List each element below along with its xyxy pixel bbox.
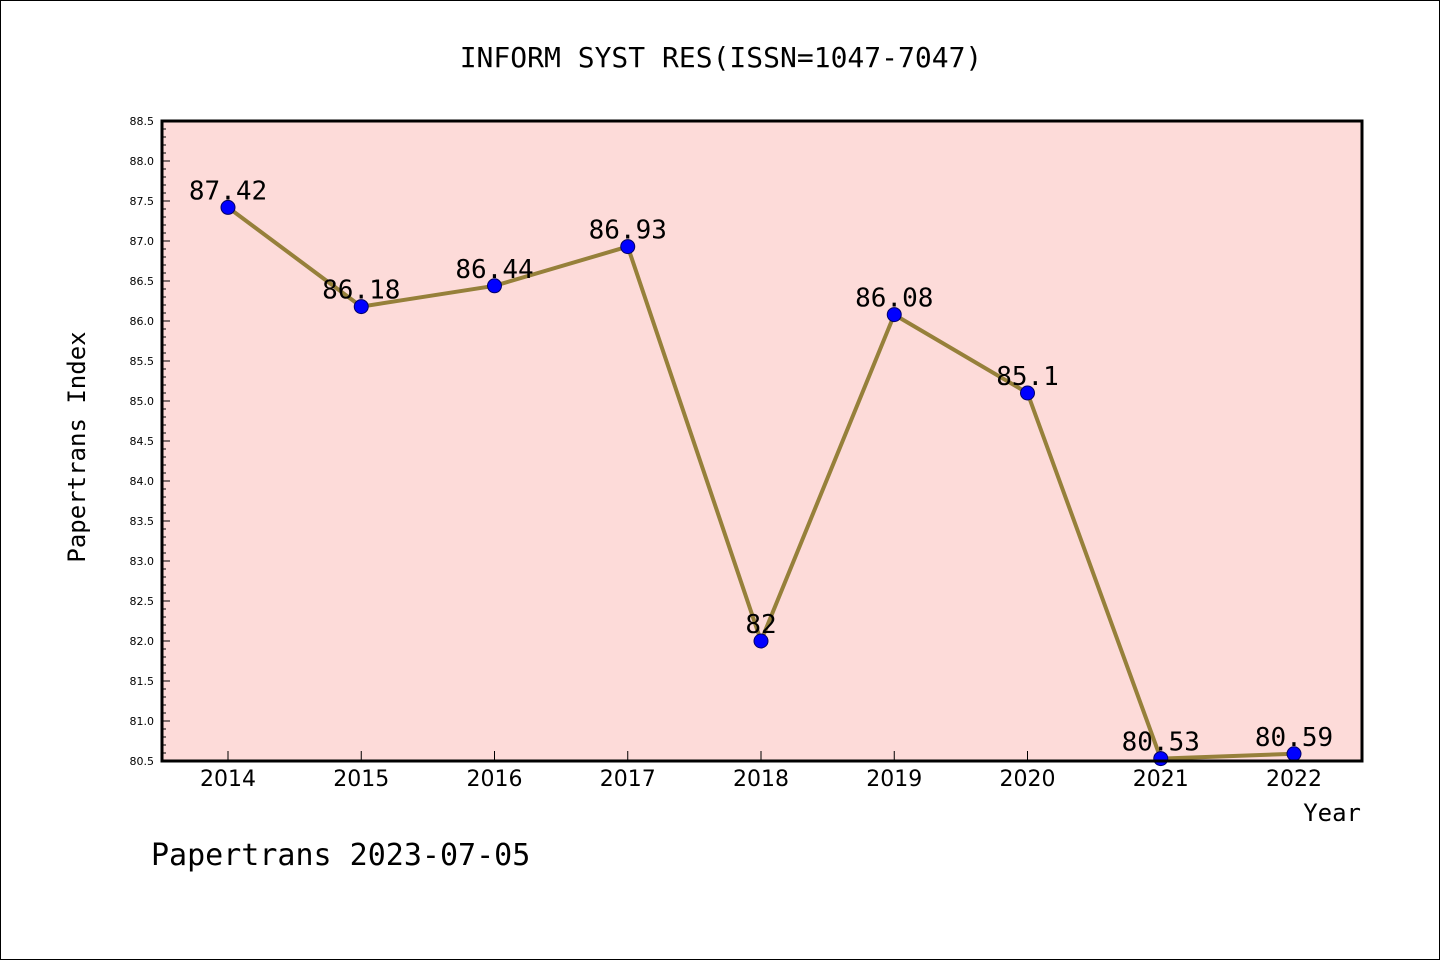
x-tick-label: 2014 [200,767,256,792]
x-tick-label: 2015 [333,767,389,792]
x-axis-title: Year [1303,799,1361,827]
y-tick-label: 86.0 [130,315,155,328]
x-tick-label: 2018 [733,767,789,792]
y-tick-label: 83.0 [130,555,155,568]
y-tick-label: 81.0 [130,715,155,728]
data-label: 86.93 [589,216,667,246]
y-tick-label: 86.5 [130,275,155,288]
data-label: 87.42 [189,176,267,206]
data-point [886,307,902,323]
x-tick-label: 2020 [1000,767,1056,792]
x-tick-label: 2022 [1266,767,1322,792]
y-tick-label: 81.5 [130,675,155,688]
plot-area [162,121,1362,761]
data-label: 86.44 [455,255,533,285]
plot-frame [160,119,1364,763]
chart-title: INFORM SYST RES(ISSN=1047-7047) [460,41,983,74]
data-label: 85.1 [996,362,1059,392]
y-tick-label: 88.5 [130,115,155,128]
data-label: 86.18 [322,276,400,306]
y-tick-label: 82.5 [130,595,155,608]
y-tick-label: 83.5 [130,515,155,528]
y-axis-title: Papertrans Index [63,331,91,562]
y-axis-ticks: 80.5 81.0 81.5 82.0 82.5 83.0 83.5 84.0 84.5 85.0… [130,115,170,768]
x-tick-label: 2019 [866,767,922,792]
data-label: 86.08 [855,284,933,314]
footer-text: Papertrans 2023-07-05 [151,838,530,873]
data-point [620,239,636,255]
x-tick-label: 2016 [467,767,523,792]
data-point [753,633,769,649]
y-tick-label: 85.0 [130,395,155,408]
y-tick-label: 84.0 [130,475,155,488]
y-tick-label: 87.5 [130,195,155,208]
y-tick-label: 85.5 [130,355,155,368]
y-tick-label: 80.5 [130,755,155,768]
y-tick-label: 82.0 [130,635,155,648]
data-label: 80.53 [1122,728,1200,758]
x-tick-label: 2017 [600,767,656,792]
data-point [1020,385,1035,401]
data-label: 82 [745,610,776,640]
data-point [353,299,369,315]
y-tick-label: 88.0 [130,155,155,168]
data-point [220,199,236,215]
y-tick-label: 84.5 [130,435,155,448]
series-group [220,199,1302,767]
data-point [487,278,502,294]
x-tick-label: 2021 [1133,767,1189,792]
data-label-group: 87.42 86.18 86.44 86.93 82 86.08 85.1 80.53 80.5… [189,176,1333,757]
data-label: 80.59 [1255,723,1333,753]
y-tick-label: 87.0 [130,235,155,248]
